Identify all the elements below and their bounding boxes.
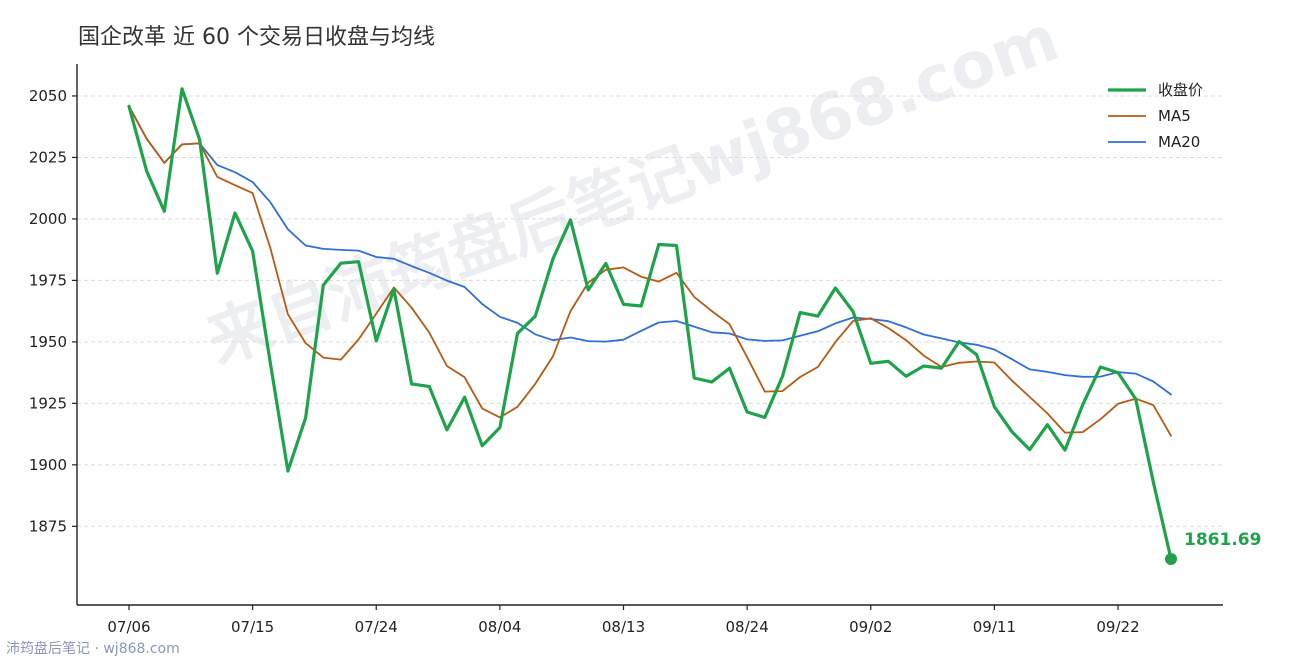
x-tick-label: 07/24 (355, 618, 398, 636)
legend-label-close: 收盘价 (1158, 81, 1203, 99)
x-axis-ticks: 07/06 07/15 07/24 08/04 08/13 08/24 09/02 09/11… (107, 605, 1140, 636)
legend: 收盘价 MA5 MA20 (1108, 81, 1203, 151)
watermark-text: 来自沛筠盘后笔记wj868.com (198, 2, 1069, 379)
legend-label-ma5: MA5 (1158, 107, 1191, 125)
y-tick-label: 1925 (29, 394, 67, 412)
series-lines (127, 87, 1173, 561)
x-tick-label: 07/06 (107, 618, 150, 636)
x-tick-label: 08/04 (478, 618, 521, 636)
last-close-marker (1165, 553, 1177, 566)
series-line-ma20 (128, 105, 1172, 396)
x-tick-label: 08/13 (602, 618, 645, 636)
chart-title: 国企改革 近 60 个交易日收盘与均线 (78, 25, 435, 50)
y-tick-label: 1900 (29, 456, 67, 474)
legend-label-ma20: MA20 (1158, 133, 1200, 151)
x-tick-label: 08/24 (726, 618, 769, 636)
y-tick-label: 1950 (29, 333, 67, 351)
y-tick-label: 2025 (29, 148, 67, 166)
y-tick-label: 2050 (29, 87, 67, 105)
x-tick-label: 09/02 (849, 618, 892, 636)
y-tick-label: 2000 (29, 210, 67, 228)
series-line-close (127, 87, 1173, 561)
footer-credit: 沛筠盘后笔记 · wj868.com (6, 640, 180, 657)
y-axis-ticks: 1875 1900 1925 1950 1975 2000 2025 2050 (29, 87, 77, 535)
y-tick-label: 1875 (29, 517, 67, 535)
y-tick-label: 1975 (29, 271, 67, 289)
x-tick-label: 09/11 (973, 618, 1016, 636)
last-close-label: 1861.69 (1184, 530, 1261, 550)
x-tick-label: 07/15 (231, 618, 274, 636)
x-tick-label: 09/22 (1096, 618, 1139, 636)
